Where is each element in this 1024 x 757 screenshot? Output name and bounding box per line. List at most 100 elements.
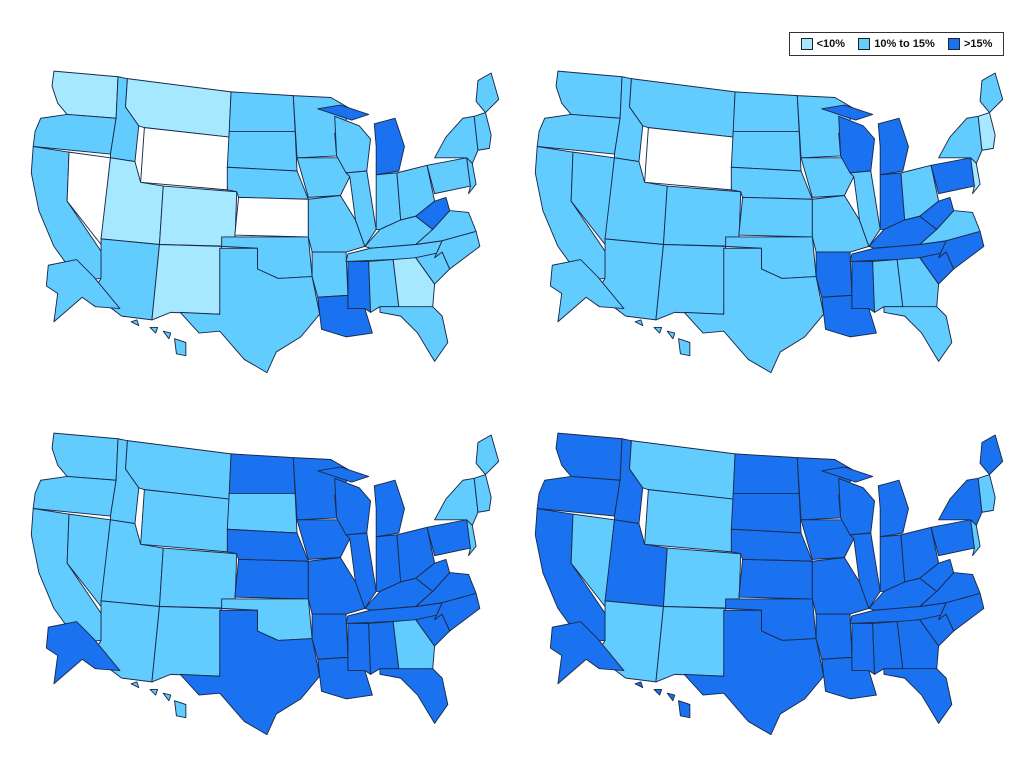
state-tx bbox=[683, 247, 825, 374]
state-fl bbox=[883, 306, 953, 362]
state-ne-new bbox=[466, 112, 492, 195]
state-wa bbox=[51, 70, 119, 119]
state-wa bbox=[555, 70, 623, 119]
state-mi bbox=[317, 466, 405, 538]
state-tx bbox=[179, 247, 321, 374]
state-sd bbox=[730, 130, 802, 172]
state-mt bbox=[629, 440, 736, 500]
state-sd bbox=[226, 130, 298, 172]
state-pa bbox=[930, 519, 975, 557]
state-mi bbox=[317, 104, 405, 176]
us-map-bottom-right bbox=[524, 412, 1014, 757]
state-fl bbox=[883, 668, 953, 724]
state-wy bbox=[140, 489, 230, 553]
legend-item-high: >15% bbox=[947, 38, 993, 50]
us-map-svg bbox=[534, 432, 1004, 736]
state-az bbox=[595, 600, 664, 683]
us-map-svg bbox=[30, 432, 500, 736]
state-ar bbox=[815, 613, 853, 660]
legend-swatch-low bbox=[800, 38, 813, 50]
state-in bbox=[879, 534, 906, 592]
state-ar bbox=[311, 613, 349, 660]
state-ak bbox=[549, 259, 625, 323]
state-me bbox=[979, 72, 1004, 114]
state-ak bbox=[549, 621, 625, 685]
state-tx bbox=[179, 609, 321, 736]
legend-label-high: >15% bbox=[963, 38, 993, 50]
state-ne-new bbox=[970, 474, 996, 557]
map-legend: <10% 10% to 15% >15% bbox=[789, 32, 1004, 56]
state-ms bbox=[347, 622, 372, 675]
state-fl bbox=[379, 306, 449, 362]
state-ny bbox=[938, 477, 983, 526]
state-wv bbox=[415, 558, 451, 592]
legend-label-mid: 10% to 15% bbox=[874, 38, 935, 50]
state-wv bbox=[919, 196, 955, 230]
state-pa bbox=[426, 519, 471, 557]
state-az bbox=[91, 238, 160, 321]
state-ne-new bbox=[970, 112, 996, 195]
state-ne bbox=[226, 528, 309, 562]
state-wa bbox=[555, 432, 623, 481]
state-nd bbox=[732, 91, 800, 132]
state-mo bbox=[811, 557, 870, 615]
state-ne bbox=[730, 166, 813, 200]
us-map-top-left bbox=[20, 50, 510, 395]
state-nd bbox=[732, 453, 800, 494]
legend-swatch-high bbox=[947, 38, 960, 50]
state-mo bbox=[307, 557, 366, 615]
state-ia bbox=[800, 157, 855, 198]
state-hi bbox=[130, 319, 187, 357]
state-az bbox=[91, 600, 160, 683]
state-wv bbox=[415, 196, 451, 230]
state-ia bbox=[296, 519, 351, 560]
state-ar bbox=[311, 251, 349, 298]
state-nm bbox=[655, 606, 727, 683]
state-ar bbox=[815, 251, 853, 298]
state-wa bbox=[51, 432, 119, 481]
state-hi bbox=[634, 319, 691, 357]
state-ak bbox=[45, 621, 121, 685]
state-nd bbox=[228, 453, 296, 494]
state-ak bbox=[45, 259, 121, 323]
state-ms bbox=[347, 260, 372, 313]
state-mo bbox=[811, 195, 870, 253]
state-wv bbox=[919, 558, 955, 592]
state-nm bbox=[655, 244, 727, 321]
state-fl bbox=[379, 668, 449, 724]
state-hi bbox=[634, 681, 691, 719]
state-ms bbox=[851, 622, 876, 675]
state-ks bbox=[234, 196, 309, 238]
state-pa bbox=[426, 157, 471, 195]
state-ny bbox=[938, 115, 983, 164]
state-wy bbox=[644, 489, 734, 553]
state-mt bbox=[629, 78, 736, 138]
state-tx bbox=[683, 609, 825, 736]
state-nm bbox=[151, 606, 223, 683]
legend-item-mid: 10% to 15% bbox=[858, 38, 935, 50]
us-map-svg bbox=[534, 70, 1004, 374]
state-in bbox=[375, 534, 402, 592]
state-ia bbox=[800, 519, 855, 560]
state-ms bbox=[851, 260, 876, 313]
state-wy bbox=[644, 127, 734, 191]
state-in bbox=[375, 172, 402, 230]
state-mt bbox=[125, 78, 232, 138]
state-nm bbox=[151, 244, 223, 321]
state-ks bbox=[738, 558, 813, 600]
state-me bbox=[475, 434, 500, 476]
state-ne bbox=[226, 166, 309, 200]
state-ny bbox=[434, 477, 479, 526]
state-in bbox=[879, 172, 906, 230]
state-pa bbox=[930, 157, 975, 195]
state-ne bbox=[730, 528, 813, 562]
state-mi bbox=[821, 104, 909, 176]
state-ia bbox=[296, 157, 351, 198]
us-map-svg bbox=[30, 70, 500, 374]
state-sd bbox=[226, 492, 298, 534]
state-mo bbox=[307, 195, 366, 253]
state-wy bbox=[140, 127, 230, 191]
state-sd bbox=[730, 492, 802, 534]
state-ks bbox=[738, 196, 813, 238]
legend-swatch-mid bbox=[858, 38, 871, 50]
